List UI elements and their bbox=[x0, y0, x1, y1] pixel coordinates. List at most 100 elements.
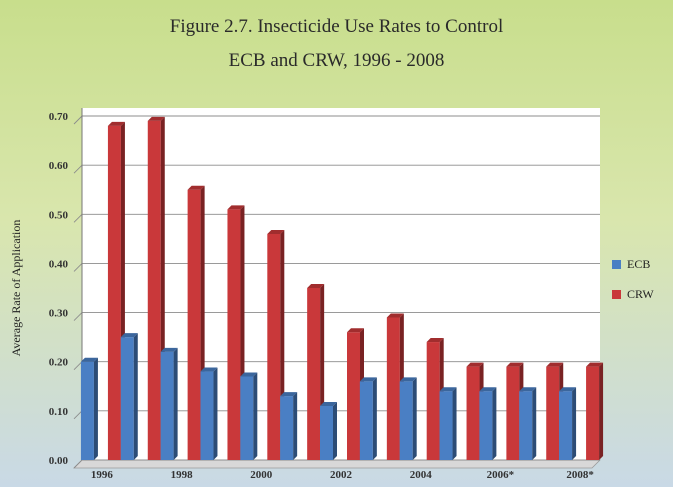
bar-top bbox=[280, 392, 298, 397]
bar-top bbox=[359, 377, 377, 382]
bar-front bbox=[280, 396, 294, 460]
bar-front bbox=[120, 337, 134, 460]
legend-swatch-crw bbox=[612, 290, 621, 299]
bar-top bbox=[107, 121, 125, 126]
bar-top bbox=[160, 347, 178, 352]
bar-top bbox=[187, 185, 205, 190]
y-tick-label: 0.50 bbox=[49, 209, 69, 221]
bar-side bbox=[253, 372, 258, 460]
x-tick-label: 1998 bbox=[171, 469, 194, 481]
y-tick-label: 0.70 bbox=[49, 111, 69, 123]
bar-front bbox=[359, 381, 373, 460]
bar-top bbox=[546, 362, 564, 367]
bar-side bbox=[133, 333, 138, 460]
bar-top bbox=[80, 357, 98, 362]
bar-side bbox=[372, 377, 377, 460]
bar-front bbox=[307, 288, 321, 460]
bar-ecb-2004 bbox=[399, 377, 417, 460]
bar-front bbox=[399, 381, 413, 460]
bar-top bbox=[386, 313, 404, 318]
bar-top bbox=[586, 362, 604, 367]
bar-top bbox=[466, 362, 484, 367]
x-tick-label: 1996 bbox=[91, 469, 114, 481]
gridline-side bbox=[73, 263, 83, 272]
gridline-side bbox=[73, 361, 83, 371]
x-tick-label: 2006* bbox=[487, 469, 515, 481]
bar-ecb-2008 bbox=[559, 387, 577, 460]
bar-top bbox=[426, 338, 444, 343]
bar-top bbox=[240, 372, 258, 377]
bar-front bbox=[240, 376, 254, 460]
bar-front bbox=[586, 366, 600, 460]
bar-front bbox=[160, 351, 174, 460]
bar-side bbox=[93, 357, 98, 460]
bar-front bbox=[80, 361, 94, 460]
bar-front bbox=[200, 371, 214, 460]
bar-front bbox=[439, 391, 453, 460]
bar-ecb-1999 bbox=[200, 367, 218, 460]
gridline-side bbox=[73, 459, 83, 469]
gridline-side bbox=[73, 213, 83, 223]
legend-label-crw: CRW bbox=[627, 287, 654, 301]
gridline-side bbox=[73, 312, 83, 321]
bar-ecb-2003 bbox=[359, 377, 377, 460]
bar-top bbox=[200, 367, 218, 372]
bar-front bbox=[466, 366, 480, 460]
bar-front bbox=[426, 342, 440, 460]
bar-top bbox=[439, 387, 457, 392]
bar-top bbox=[506, 362, 524, 367]
bar-ecb-1997 bbox=[120, 333, 138, 460]
bar-side bbox=[412, 377, 417, 460]
bar-top bbox=[267, 229, 285, 234]
bar-side bbox=[213, 367, 218, 460]
y-axis-title: Average Rate of Application bbox=[9, 220, 23, 357]
bar-crw-2008 bbox=[586, 362, 604, 460]
bar-top bbox=[120, 333, 138, 338]
bar-front bbox=[559, 391, 573, 460]
bar-top bbox=[479, 387, 497, 392]
y-tick-label: 0.30 bbox=[49, 308, 69, 320]
bar-front bbox=[506, 366, 520, 460]
chart-title-line-2: ECB and CRW, 1996 - 2008 bbox=[228, 50, 445, 71]
bar-ecb-2006 bbox=[479, 387, 497, 460]
bar-side bbox=[333, 401, 337, 460]
legend-label-ecb: ECB bbox=[627, 257, 650, 271]
bar-front bbox=[519, 391, 533, 460]
bar-side bbox=[572, 387, 577, 460]
bar-front bbox=[187, 189, 201, 460]
bar-ecb-2007 bbox=[519, 387, 537, 460]
bar-front bbox=[386, 317, 400, 460]
bar-ecb-1998 bbox=[160, 347, 178, 460]
bar-front bbox=[147, 120, 161, 461]
y-tick-label: 0.60 bbox=[49, 160, 69, 172]
bar-side bbox=[293, 392, 298, 460]
x-tick-label: 2000 bbox=[250, 469, 273, 481]
bar-top bbox=[519, 387, 537, 392]
bar-front bbox=[347, 332, 360, 460]
bar-top bbox=[320, 401, 337, 406]
bar-side bbox=[492, 387, 497, 460]
bar-side bbox=[599, 362, 604, 460]
bar-side bbox=[452, 387, 457, 460]
bar-ecb-2000 bbox=[240, 372, 258, 460]
bar-top bbox=[399, 377, 417, 382]
gridline-side bbox=[73, 164, 83, 174]
bar-front bbox=[479, 391, 493, 460]
plot-floor bbox=[73, 459, 601, 469]
bar-ecb-2001 bbox=[280, 392, 298, 460]
bar-front bbox=[107, 125, 121, 460]
x-tick-label: 2004 bbox=[410, 469, 433, 481]
bar-top bbox=[559, 387, 577, 392]
gridline-side bbox=[73, 115, 83, 125]
bar-top bbox=[227, 205, 245, 210]
y-tick-label: 0.00 bbox=[49, 455, 69, 467]
bar-front bbox=[267, 233, 281, 460]
bar-top bbox=[147, 116, 165, 121]
bar-front bbox=[320, 405, 333, 460]
x-tick-label: 2002 bbox=[330, 469, 353, 481]
y-tick-label: 0.40 bbox=[49, 258, 69, 270]
bar-front bbox=[546, 366, 560, 460]
gridline-side bbox=[73, 410, 83, 420]
